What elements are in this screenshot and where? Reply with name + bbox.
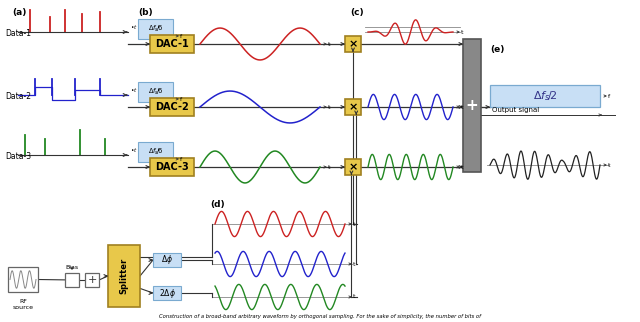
Text: t: t — [353, 261, 355, 267]
Text: $\Delta f_s\!/\!6$: $\Delta f_s\!/\!6$ — [148, 87, 163, 97]
Text: RF
source: RF source — [13, 299, 33, 310]
Bar — [153, 253, 181, 267]
Bar — [490, 85, 600, 107]
Bar — [150, 98, 194, 116]
Bar — [65, 273, 79, 287]
Text: t: t — [461, 30, 463, 34]
Bar — [150, 158, 194, 176]
Text: Construction of a broad-band arbitrary waveform by orthogonal sampling. For the : Construction of a broad-band arbitrary w… — [159, 314, 481, 319]
Text: Data-3: Data-3 — [5, 152, 31, 161]
Text: (d): (d) — [210, 200, 225, 209]
Text: (c): (c) — [350, 8, 364, 17]
Text: f: f — [180, 157, 182, 162]
Text: $\bullet t$: $\bullet t$ — [130, 23, 138, 31]
Bar — [8, 267, 38, 292]
Bar — [463, 39, 481, 172]
Text: ×: × — [348, 162, 358, 172]
Text: DAC-2: DAC-2 — [155, 102, 189, 112]
Text: $\Delta f_s\!/\!6$: $\Delta f_s\!/\!6$ — [148, 147, 163, 157]
Text: DAC-1: DAC-1 — [155, 39, 189, 49]
Bar — [85, 273, 99, 287]
Text: f: f — [608, 93, 610, 99]
Text: $\bullet t$: $\bullet t$ — [130, 146, 138, 154]
Bar — [153, 286, 181, 300]
Text: $\Delta f_s\!/\!2$: $\Delta f_s\!/\!2$ — [533, 89, 557, 103]
Text: $\Delta f_s\!/\!6$: $\Delta f_s\!/\!6$ — [148, 24, 163, 34]
Text: t: t — [461, 105, 463, 109]
Text: Splitter: Splitter — [120, 258, 129, 294]
Bar — [150, 35, 194, 53]
Text: Data-2: Data-2 — [5, 92, 31, 101]
Bar — [345, 36, 361, 52]
Text: t: t — [328, 165, 330, 169]
Bar — [138, 19, 173, 39]
Text: Output signal: Output signal — [492, 107, 540, 113]
Bar — [345, 159, 361, 175]
Text: t: t — [328, 42, 330, 46]
Text: Bias: Bias — [65, 265, 79, 270]
Text: (a): (a) — [12, 8, 26, 17]
Bar — [138, 82, 173, 102]
Text: t: t — [353, 222, 355, 226]
Bar — [345, 99, 361, 115]
Text: (b): (b) — [138, 8, 152, 17]
Text: Data-1: Data-1 — [5, 29, 31, 38]
Text: t: t — [608, 163, 611, 167]
Text: +: + — [466, 98, 478, 113]
Text: t: t — [353, 295, 355, 299]
Text: ×: × — [348, 39, 358, 49]
Text: t: t — [328, 105, 330, 109]
Text: ×: × — [348, 102, 358, 112]
Text: DAC-3: DAC-3 — [155, 162, 189, 172]
Text: t: t — [461, 165, 463, 169]
Text: f: f — [180, 97, 182, 102]
Text: f: f — [180, 34, 182, 39]
Bar — [108, 245, 140, 307]
Bar — [138, 142, 173, 162]
Text: $2\Delta\phi$: $2\Delta\phi$ — [159, 287, 175, 299]
Text: +: + — [87, 275, 97, 285]
Text: $\Delta\phi$: $\Delta\phi$ — [161, 253, 173, 267]
Text: $\bullet t$: $\bullet t$ — [130, 86, 138, 94]
Text: (e): (e) — [490, 45, 504, 54]
